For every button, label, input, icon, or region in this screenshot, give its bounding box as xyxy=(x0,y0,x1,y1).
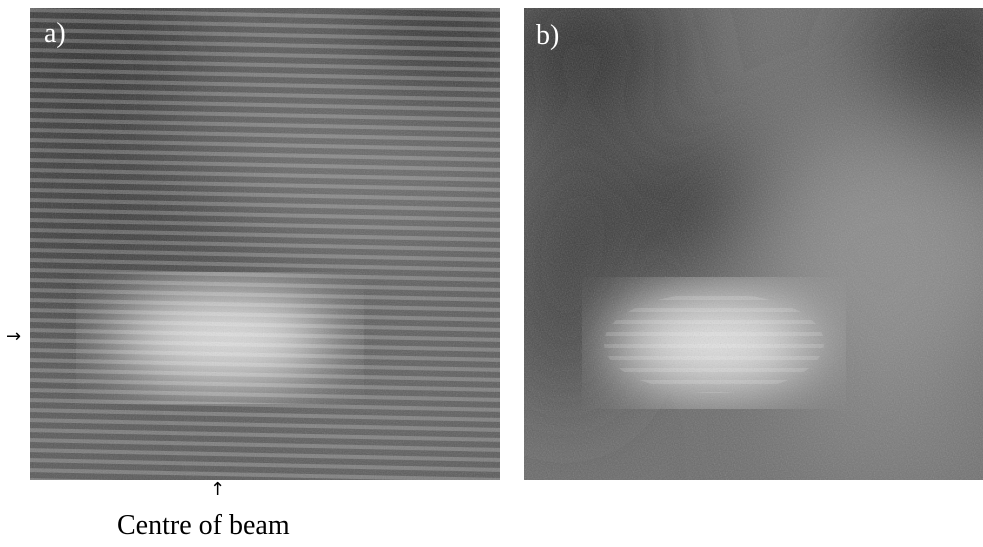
panel-a-image xyxy=(30,8,500,480)
panel-b-label: b) xyxy=(536,20,560,51)
image-panel-a: a) xyxy=(30,8,500,480)
arrow-up-icon: ↑ xyxy=(210,479,226,500)
image-panel-b: b) xyxy=(524,8,983,480)
panel-a-label: a) xyxy=(44,18,66,49)
beam-caption: Centre of beam xyxy=(117,510,290,541)
arrow-right-icon: → xyxy=(6,326,22,347)
panel-b-image xyxy=(524,8,983,480)
